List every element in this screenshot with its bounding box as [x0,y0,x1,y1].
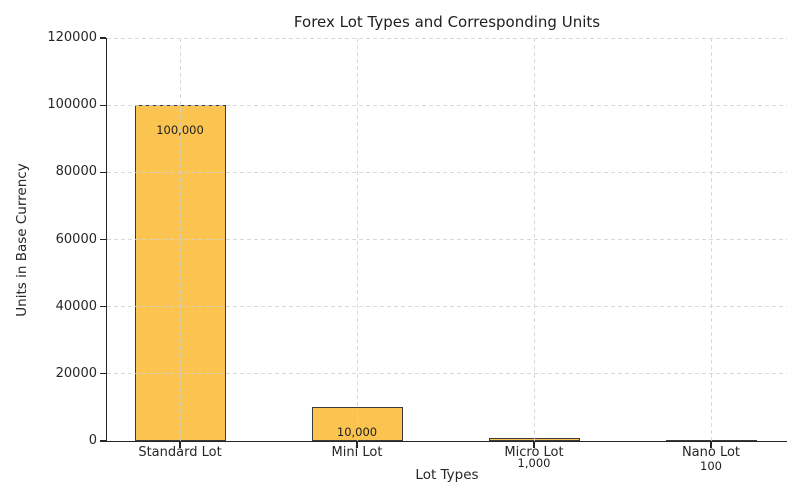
gridline-vertical [356,38,358,441]
y-tick-label: 40000 [55,298,97,314]
bar-value-label: 100,000 [156,123,204,138]
x-axis [106,441,787,443]
bar-value-label: 10,000 [336,425,378,440]
y-tick [100,37,106,39]
y-tick [100,306,106,308]
x-tick-label: Micro Lot [504,445,564,460]
x-axis-label: Lot Types [415,467,479,483]
y-tick [100,104,106,106]
bar-value-label: 100 [700,458,722,473]
gridline-horizontal [107,171,787,173]
x-tick [356,442,358,448]
x-tick-label: Mini Lot [331,445,383,460]
bar-value-label: 1,000 [517,455,551,470]
y-tick-label: 60000 [55,231,97,247]
y-tick-label: 20000 [55,365,97,381]
gridline-horizontal [107,104,787,106]
gridline-horizontal [107,37,787,39]
x-tick-label: Nano Lot [681,445,741,460]
gridline-horizontal [107,239,787,240]
x-tick [533,442,535,448]
gridline-vertical [710,38,712,441]
x-tick [710,442,712,448]
x-tick [179,442,181,448]
y-tick-label: 80000 [55,164,97,180]
y-tick-label: 120000 [47,30,97,45]
y-tick [100,238,106,241]
y-tick [100,440,106,442]
gridline-horizontal [107,306,787,308]
chart-title: Forex Lot Types and Corresponding Units [293,13,601,31]
y-tick-label: 100000 [47,97,97,113]
gridline-vertical [533,38,535,441]
y-tick-label: 0 [88,433,97,448]
y-tick [100,373,106,375]
y-tick [100,171,106,173]
y-axis [106,38,108,441]
x-tick-label: Standard Lot [138,445,222,460]
gridline-vertical [179,38,181,441]
gridline-horizontal [107,373,787,375]
